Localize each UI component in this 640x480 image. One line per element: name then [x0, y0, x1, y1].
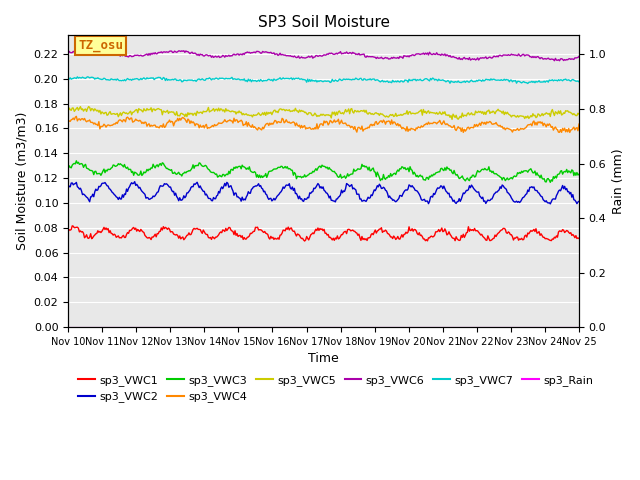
Text: TZ_osu: TZ_osu — [78, 39, 124, 52]
Y-axis label: Rain (mm): Rain (mm) — [612, 148, 625, 214]
Legend: sp3_VWC1, sp3_VWC2, sp3_VWC3, sp3_VWC4, sp3_VWC5, sp3_VWC6, sp3_VWC7, sp3_Rain: sp3_VWC1, sp3_VWC2, sp3_VWC3, sp3_VWC4, … — [74, 371, 598, 407]
X-axis label: Time: Time — [308, 352, 339, 365]
Y-axis label: Soil Moisture (m3/m3): Soil Moisture (m3/m3) — [15, 112, 28, 251]
Title: SP3 Soil Moisture: SP3 Soil Moisture — [257, 15, 390, 30]
